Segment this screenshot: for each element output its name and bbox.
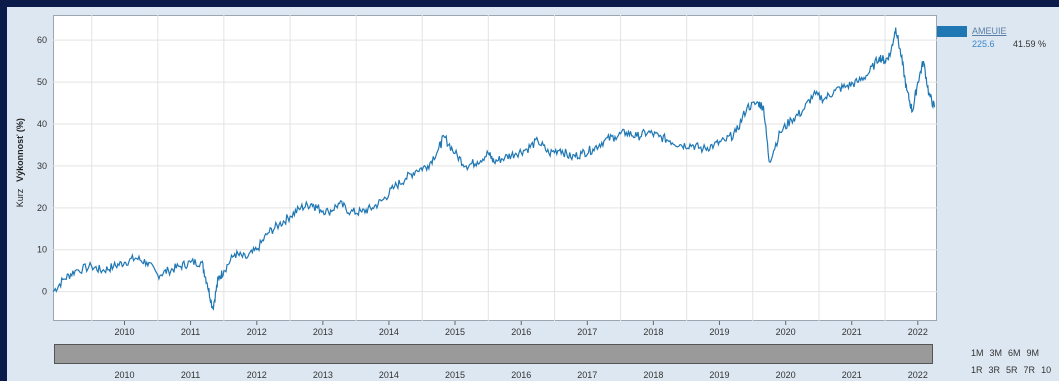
x-tick-label: 2012: [247, 327, 267, 337]
legend-percent: 41.59 %: [1013, 39, 1047, 49]
navigator-tick-label: 2013: [313, 370, 333, 380]
y-tick-label: 50: [37, 77, 47, 87]
navigator-tick-label: 2020: [776, 370, 796, 380]
x-tick-label: 2015: [445, 327, 465, 337]
range-buttons-row-2: 1R 3R 5R 7R 10: [971, 365, 1051, 375]
x-tick-label: 2011: [181, 327, 200, 337]
x-tick-label: 2020: [776, 327, 796, 337]
y-tick-label: 60: [37, 35, 47, 45]
series-line-ameuie: [52, 27, 936, 311]
x-tick-labels: 2010 2011 2012 2013 2014 2015 2016 2017 2018 2019…: [114, 327, 927, 337]
range-navigator[interactable]: [54, 344, 933, 364]
y-axis-label: Výkonnosť (%): [15, 118, 25, 182]
navigator-tick-label: 2012: [247, 370, 267, 380]
range-button-3r[interactable]: 3R: [988, 365, 1001, 375]
range-button-3m[interactable]: 3M: [989, 348, 1003, 358]
range-button-1r[interactable]: 1R: [971, 365, 983, 375]
x-tick-label: 2018: [643, 327, 663, 337]
x-tick-label: 2013: [313, 327, 333, 337]
x-tick-label: 2017: [577, 327, 597, 337]
y-tick-label: 0: [42, 287, 47, 297]
legend-series-name[interactable]: AMEUIE: [972, 26, 1007, 36]
legend-value: 225.6: [972, 39, 995, 49]
range-button-9m[interactable]: 9M: [1026, 348, 1040, 358]
range-button-7r[interactable]: 7R: [1023, 365, 1036, 375]
navigator-tick-label: 2021: [842, 370, 862, 380]
navigator-tick-label: 2011: [181, 370, 200, 380]
navigator-tick-label: 2015: [445, 370, 465, 380]
navigator-tick-label: 2016: [511, 370, 531, 380]
y-tick-label: 30: [37, 161, 47, 171]
navigator-tick-label: 2022: [908, 370, 928, 380]
y-tick-label: 10: [37, 245, 47, 255]
x-tick-label: 2022: [908, 327, 928, 337]
range-buttons-row-1: 1M 3M 6M 9M: [971, 348, 1039, 358]
legend-swatch: [937, 26, 967, 37]
x-tick-label: 2019: [709, 327, 729, 337]
range-button-10[interactable]: 10: [1041, 365, 1052, 375]
x-tick-label: 2014: [379, 327, 399, 337]
x-tick-label: 2010: [114, 327, 134, 337]
y-axis-label-secondary: Kurz: [15, 188, 25, 207]
gridlines: [53, 15, 937, 325]
range-button-6m[interactable]: 6M: [1008, 348, 1021, 358]
y-tick-label: 40: [37, 119, 47, 129]
navigator-tick-labels: 2010 2011 2012 2013 2014 2015 2016 2017 2018 2019…: [114, 370, 927, 380]
navigator-tick-label: 2014: [379, 370, 399, 380]
navigator-tick-label: 2019: [709, 370, 729, 380]
y-tick-label: 20: [37, 203, 47, 213]
navigator-tick-label: 2017: [577, 370, 597, 380]
y-tick-labels: 0 10 20 30 40 50 60: [37, 35, 47, 297]
navigator-tick-label: 2010: [114, 370, 134, 380]
navigator-tick-label: 2018: [643, 370, 663, 380]
range-button-1m[interactable]: 1M: [971, 348, 984, 358]
range-button-5r[interactable]: 5R: [1006, 365, 1018, 375]
plot-area: [53, 15, 937, 321]
x-tick-label: 2016: [511, 327, 531, 337]
x-tick-label: 2021: [842, 327, 862, 337]
